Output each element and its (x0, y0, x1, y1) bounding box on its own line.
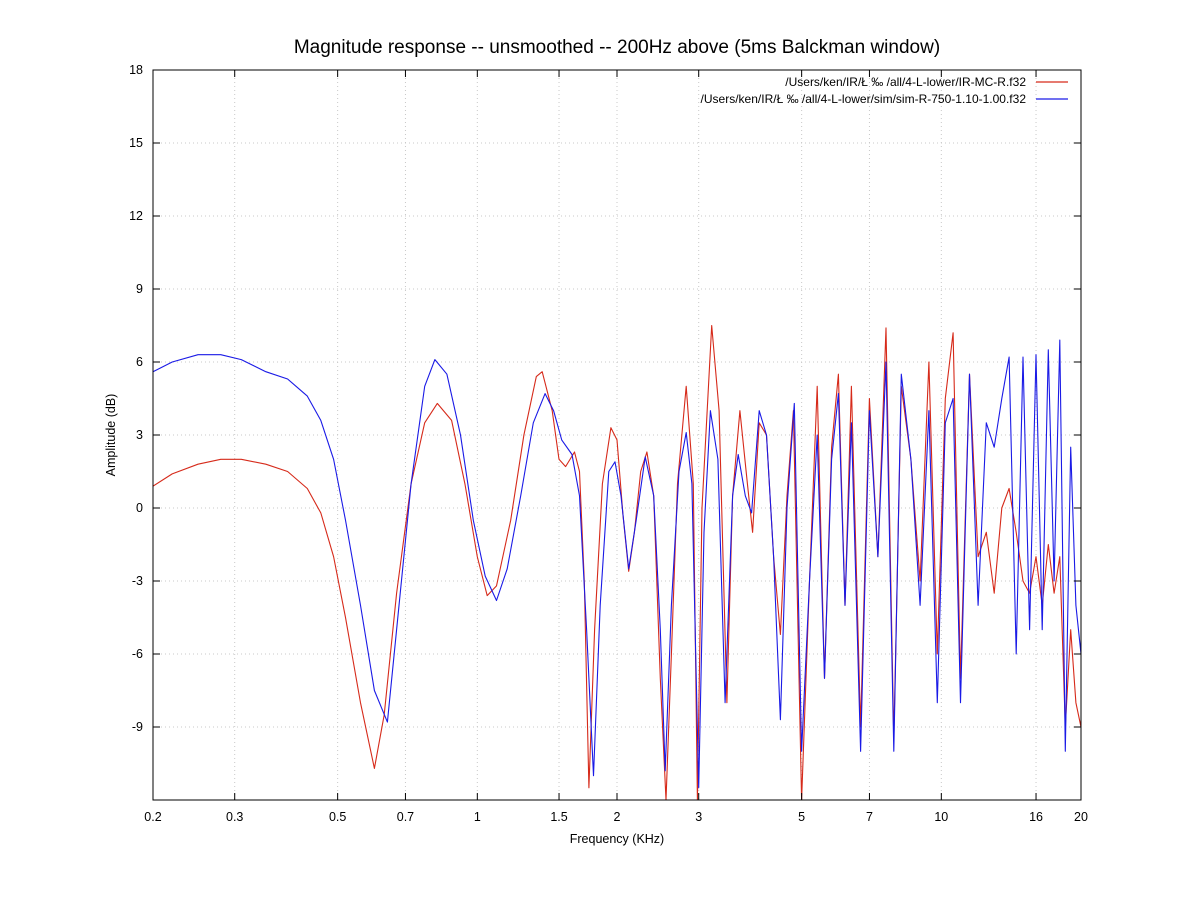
y-tick-label: -9 (132, 720, 143, 734)
x-tick-label: 16 (1029, 810, 1043, 824)
x-tick-label: 1.5 (550, 810, 567, 824)
series-line-2 (153, 339, 1081, 789)
x-tick-label: 0.7 (397, 810, 414, 824)
x-tick-label: 1 (474, 810, 481, 824)
x-tick-label: 2 (614, 810, 621, 824)
tick-group: 0.2 0.3 0.5 0.7 1 1.5 2 3 5 7 10 16 20 -9 -6 -3 0 3 6 9 12 15… (129, 63, 1088, 824)
x-tick-label: 20 (1074, 810, 1088, 824)
y-tick-label: -6 (132, 647, 143, 661)
y-tick-label: -3 (132, 574, 143, 588)
y-axis-label: Amplitude (dB) (104, 394, 118, 477)
legend: /Users/ken/IR/Ł ‰ /all/4-L-lower/IR-MC-R… (701, 75, 1068, 106)
y-tick-label: 18 (129, 63, 143, 77)
y-tick-label: 9 (136, 282, 143, 296)
y-tick-label: 12 (129, 209, 143, 223)
x-tick-label: 3 (695, 810, 702, 824)
x-tick-label: 0.2 (144, 810, 161, 824)
x-tick-label: 7 (866, 810, 873, 824)
legend-entry-label-1: /Users/ken/IR/Ł ‰ /all/4-L-lower/IR-MC-R… (785, 75, 1026, 89)
x-tick-label: 0.3 (226, 810, 243, 824)
y-tick-label: 6 (136, 355, 143, 369)
chart-title: Magnitude response -- unsmoothed -- 200H… (294, 37, 940, 58)
grid (152, 69, 1082, 800)
x-tick-label: 0.5 (329, 810, 346, 824)
x-tick-label: 5 (798, 810, 805, 824)
x-tick-label: 10 (934, 810, 948, 824)
y-tick-label: 0 (136, 501, 143, 515)
x-axis-label: Frequency (KHz) (570, 832, 664, 846)
series-group (153, 324, 1081, 800)
y-tick-label: 15 (129, 136, 143, 150)
y-tick-label: 3 (136, 428, 143, 442)
legend-entry-label-2: /Users/ken/IR/Ł ‰ /all/4-L-lower/sim/sim… (701, 92, 1027, 106)
